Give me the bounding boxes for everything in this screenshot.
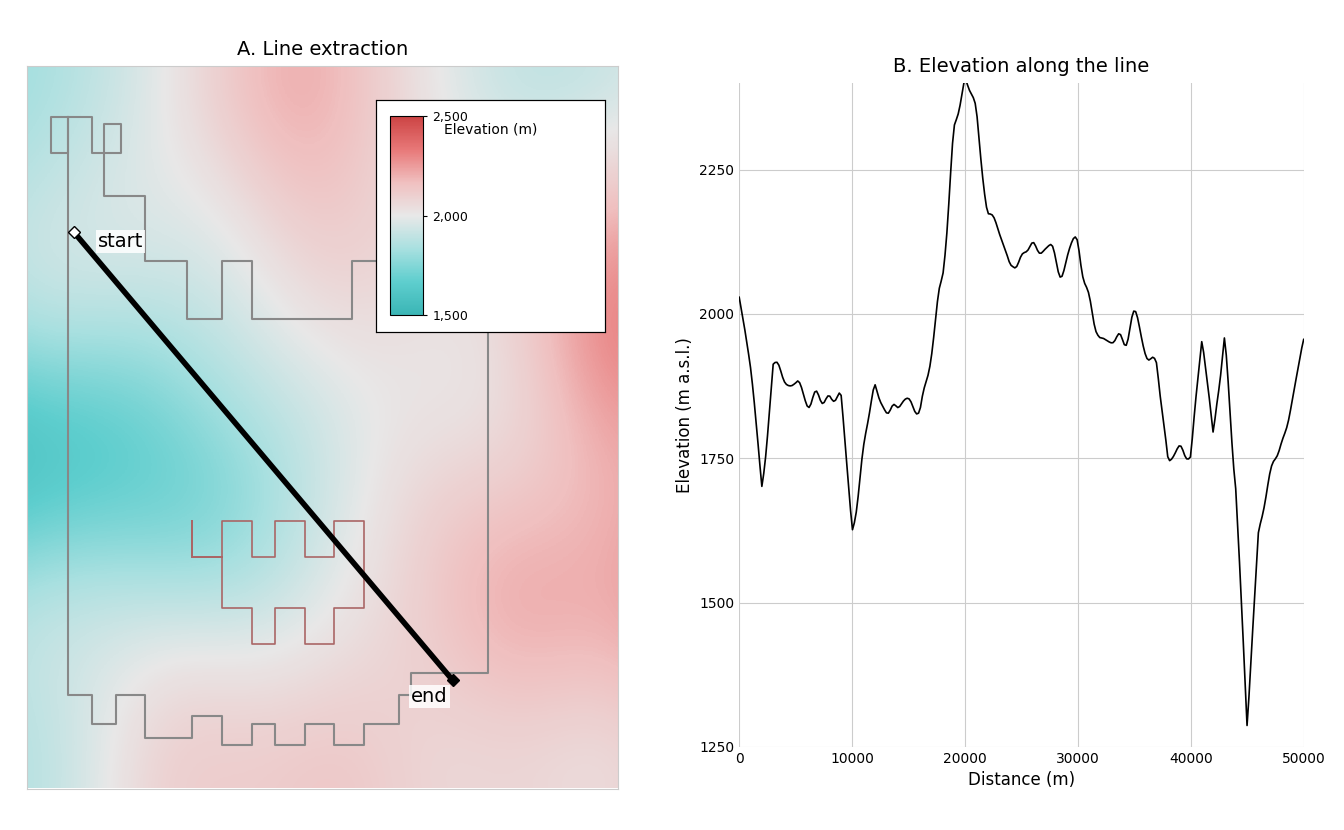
Text: Elevation (m): Elevation (m) [444, 123, 538, 137]
Y-axis label: Elevation (m a.s.l.): Elevation (m a.s.l.) [676, 337, 694, 493]
Text: end: end [411, 687, 448, 706]
Title: B. Elevation along the line: B. Elevation along the line [894, 57, 1149, 76]
X-axis label: Distance (m): Distance (m) [968, 771, 1075, 789]
Text: start: start [98, 232, 144, 251]
Title: A. Line extraction: A. Line extraction [237, 41, 409, 59]
